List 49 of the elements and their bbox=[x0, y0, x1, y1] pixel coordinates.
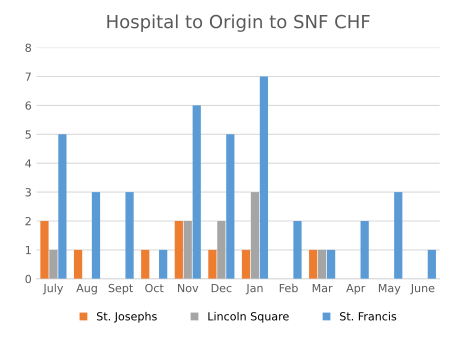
bar bbox=[326, 250, 336, 279]
bar bbox=[58, 134, 67, 279]
bar bbox=[250, 192, 260, 279]
bar bbox=[174, 221, 183, 279]
chart-title: Hospital to Origin to SNF CHF bbox=[107, 14, 370, 32]
y-tick-label: 6 bbox=[25, 101, 32, 110]
bar bbox=[125, 192, 134, 279]
legend-label: Lincoln Square bbox=[208, 312, 289, 323]
x-tick-label: Nov bbox=[178, 284, 198, 292]
bar bbox=[92, 192, 100, 279]
x-tick-label: July bbox=[42, 284, 64, 294]
x-tick-label: Dec bbox=[212, 284, 232, 292]
x-tick-label: Mar bbox=[312, 284, 333, 292]
y-tick-label: 3 bbox=[26, 188, 31, 196]
bar bbox=[360, 221, 369, 279]
bar bbox=[394, 192, 402, 279]
x-tick-label: June bbox=[410, 284, 434, 294]
legend-label: St. Francis bbox=[340, 312, 396, 321]
bar bbox=[184, 221, 192, 279]
bar bbox=[40, 221, 49, 279]
x-tick-label: May bbox=[378, 284, 400, 294]
bar bbox=[428, 250, 436, 279]
x-tick-label: Oct bbox=[145, 284, 164, 292]
bar bbox=[159, 250, 168, 279]
y-tick-label: 7 bbox=[26, 72, 31, 81]
x-tick-label: Jan bbox=[246, 284, 263, 294]
legend-label: St. Josephs bbox=[96, 312, 157, 323]
x-tick-label: Apr bbox=[346, 284, 366, 294]
bar bbox=[318, 250, 326, 279]
x-tick-label: Sept bbox=[108, 284, 133, 294]
bar bbox=[74, 250, 82, 279]
bar bbox=[242, 250, 250, 279]
bar bbox=[309, 250, 318, 279]
x-tick-label: Aug bbox=[76, 284, 97, 294]
bar bbox=[141, 250, 150, 279]
bar bbox=[208, 250, 217, 279]
bar bbox=[226, 134, 234, 279]
x-tick-label: Feb bbox=[280, 284, 298, 292]
bar bbox=[217, 221, 226, 279]
y-tick-label: 5 bbox=[26, 130, 31, 139]
y-tick-label: 4 bbox=[25, 159, 32, 168]
bar bbox=[49, 250, 58, 279]
y-tick-label: 8 bbox=[25, 44, 32, 52]
bar bbox=[192, 105, 201, 279]
y-tick-label: 1 bbox=[26, 246, 31, 254]
y-tick-label: 2 bbox=[26, 216, 31, 226]
bar bbox=[260, 76, 268, 279]
y-tick-label: 0 bbox=[25, 274, 32, 284]
bar bbox=[293, 221, 302, 279]
